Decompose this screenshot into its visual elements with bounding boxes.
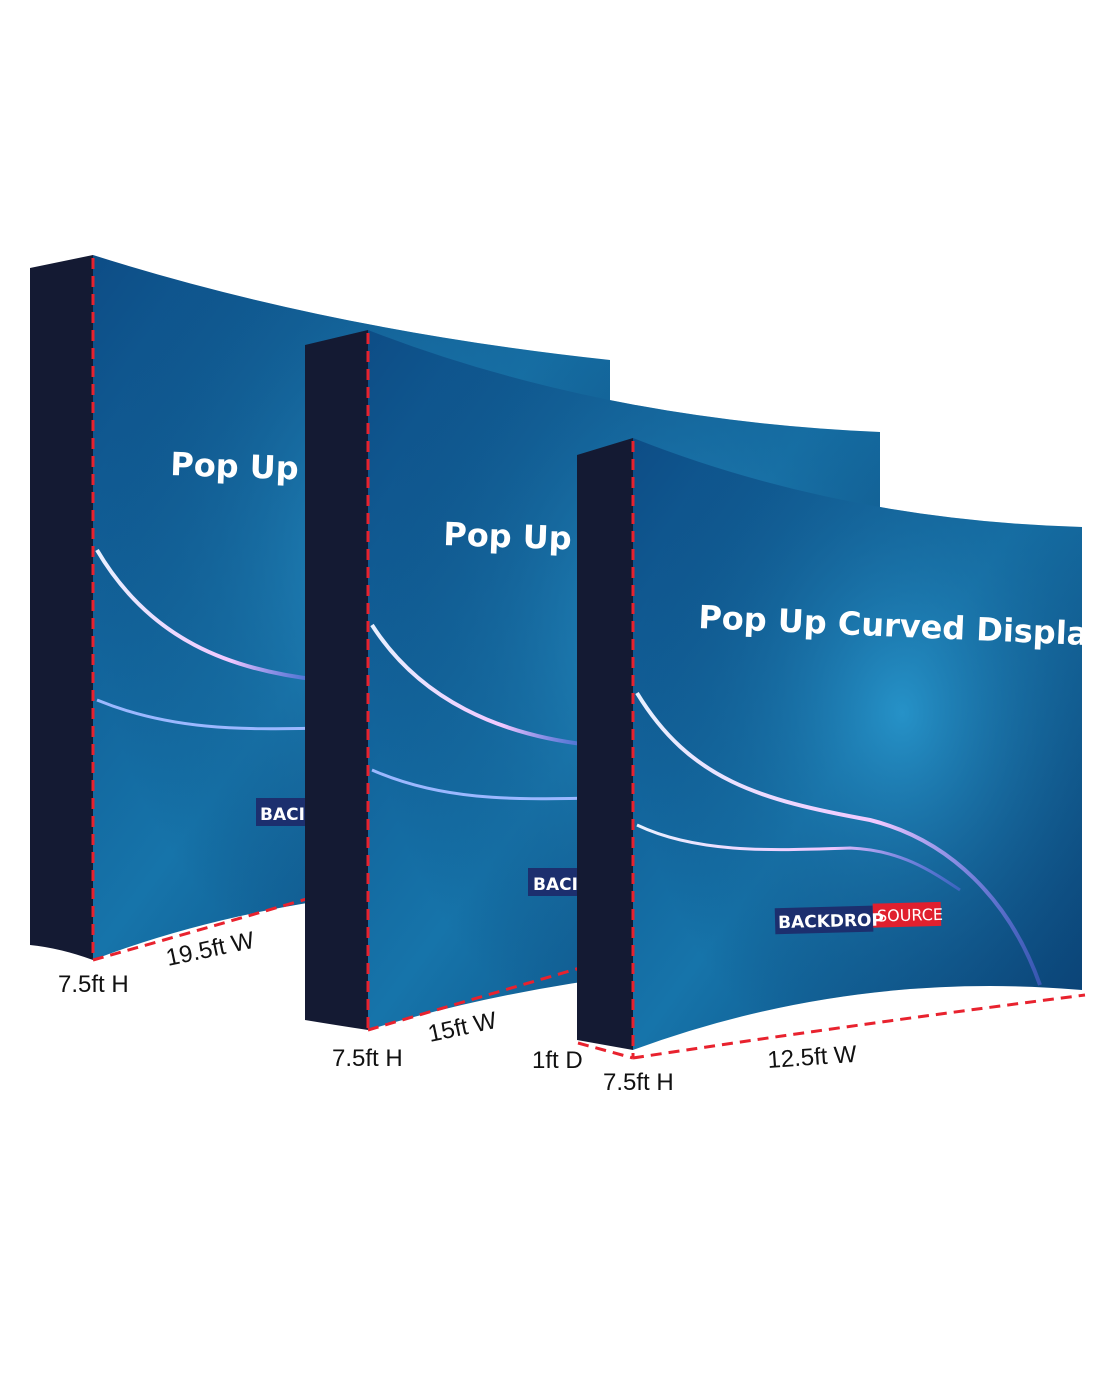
- brand-logo: BACI: [260, 805, 305, 825]
- swoosh: [636, 823, 961, 892]
- width-line: [92, 896, 311, 962]
- width-label: 19.5ft W: [164, 927, 257, 972]
- swoosh: [95, 548, 321, 682]
- swoosh: [635, 691, 1042, 986]
- swoosh: [371, 768, 591, 801]
- width-label: 12.5ft W: [767, 1041, 858, 1074]
- display-small: Pop Up Curved Display BACKDROP SOURCE: [577, 438, 1100, 1060]
- height-label: 7.5ft H: [332, 1045, 403, 1072]
- swoosh: [370, 623, 591, 747]
- width-line: [632, 993, 1086, 1060]
- side-panel: [305, 330, 368, 1030]
- height-label: 7.5ft H: [603, 1069, 674, 1096]
- svg-text:BACKDROP: BACKDROP: [778, 910, 884, 933]
- depth-line: [577, 1041, 634, 1060]
- width-label: 15ft W: [426, 1007, 500, 1048]
- brand-logo: BACKDROP SOURCE: [774, 901, 944, 935]
- height-label: 7.5ft H: [58, 971, 129, 998]
- brand-logo: BACI: [533, 875, 578, 895]
- svg-text:SOURCE: SOURCE: [877, 905, 944, 926]
- swoosh: [96, 698, 321, 731]
- width-line: [367, 966, 581, 1032]
- depth-label: 1ft D: [532, 1047, 583, 1074]
- side-panel: [30, 255, 93, 960]
- side-panel: [577, 438, 633, 1050]
